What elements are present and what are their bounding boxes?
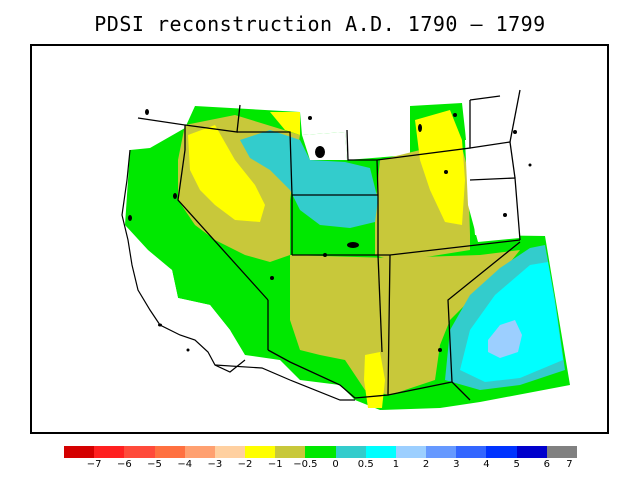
legend-swatch	[275, 446, 306, 458]
legend-tick-label: 4	[483, 459, 490, 470]
pdsi-field-olive-south	[290, 250, 520, 395]
legend-tick-label: 7	[566, 459, 573, 470]
legend-tick-label: −2	[237, 459, 253, 470]
legend-swatch	[245, 446, 276, 458]
legend-tick-label: 3	[453, 459, 460, 470]
legend-swatch	[365, 446, 396, 458]
map-title: PDSI reconstruction A.D. 1790 – 1799	[94, 12, 546, 36]
legend-tick-label: 0.5	[357, 459, 374, 470]
legend-tick-label: −7	[86, 459, 102, 470]
legend-swatch	[184, 446, 215, 458]
lakes	[128, 109, 532, 352]
pdsi-field-lightblue-east	[488, 320, 522, 358]
mexico-border	[214, 364, 355, 401]
pdsi-field-yellow-north	[270, 112, 300, 135]
pdsi-field-yellow-south	[364, 352, 385, 408]
color-legend	[64, 446, 577, 458]
legend-tick-label: −0.5	[293, 459, 318, 470]
legend-tick-label: 5	[513, 459, 520, 470]
legend-tick-label: 0	[332, 459, 339, 470]
legend-swatch	[124, 446, 155, 458]
legend-labels: −7 −6 −5 −4 −3 −2 −1 −0.5 0 0.5 1 2 3 4 5 6 7	[0, 459, 640, 473]
legend-tick-label: 2	[422, 459, 430, 470]
legend-swatch	[516, 446, 547, 458]
legend-tick-label: −6	[116, 459, 132, 470]
legend-swatch	[486, 446, 517, 458]
pdsi-field-yellow-west	[188, 125, 265, 222]
pdsi-blank-ca	[132, 250, 242, 365]
legend-tick-label: −5	[147, 459, 162, 470]
legend-swatch	[456, 446, 487, 458]
legend-swatch	[154, 446, 185, 458]
pdsi-field-teal-north	[240, 130, 378, 228]
legend-swatch	[94, 446, 125, 458]
legend-tick-label: −3	[207, 459, 223, 470]
legend-swatch	[426, 446, 457, 458]
legend-swatch	[305, 446, 336, 458]
pdsi-blank-mt	[302, 132, 347, 160]
coastline	[121, 149, 246, 373]
legend-swatch	[395, 446, 427, 458]
legend-tick-label: 6	[543, 459, 550, 470]
legend-tick-label: −1	[267, 459, 283, 470]
legend-swatch	[546, 446, 577, 458]
legend-tick-label: 1	[392, 459, 400, 470]
legend-swatch	[335, 446, 366, 458]
legend-swatch	[214, 446, 246, 458]
legend-tick-label: −4	[177, 459, 193, 470]
state-borders	[137, 89, 521, 401]
legend-swatch	[64, 446, 95, 458]
pdsi-field-yellow-ne	[415, 110, 465, 225]
